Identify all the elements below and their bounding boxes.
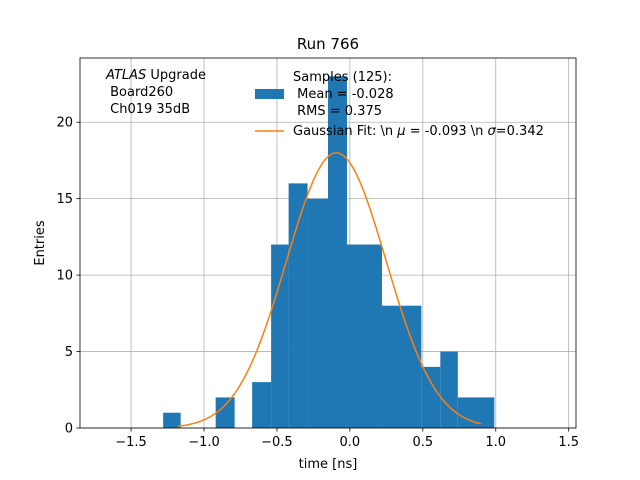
histogram-bar-8 [307,198,328,428]
histogram-bar-5 [252,382,272,428]
legend-fit-mu: μ [396,124,405,139]
histogram-bar-0 [163,412,181,428]
x-axis-ticks: −1.5 −1.0 −0.5 0.0 0.5 1.0 1.5 [115,428,579,450]
chart-title: Run 766 [297,35,359,53]
histogram-bar-11 [381,305,422,428]
legend-hist-swatch [255,89,284,99]
annotation-board: Board260 [106,85,173,100]
y-tick-label-3: 15 [56,192,73,207]
x-tick-label-4: 0.5 [412,435,433,450]
y-tick-label-2: 10 [56,269,73,284]
y-tick-label-0: 0 [65,422,73,437]
y-tick-label-1: 5 [65,345,73,360]
x-tick-label-5: 1.0 [485,435,506,450]
gaussian-fit-curve [177,152,482,427]
legend-fit-sigma: σ [488,124,497,139]
histogram-bar-9 [328,76,347,428]
legend-hist-label-line-3: RMS = 0.375 [293,104,382,119]
x-tick-label-2: −0.5 [261,435,293,450]
annotation-channel: Ch019 35dB [106,102,190,117]
plot-frame [79,57,577,429]
atlas-annotation: ATLAS Upgrade Board260 Ch019 35dB [105,68,206,117]
legend-fit-prefix: Gaussian Fit: \n [293,124,397,139]
legend-fit-suffix: =0.342 [496,124,544,139]
annotation-atlas: ATLAS [105,68,146,83]
annotation-line-1: ATLAS Upgrade [105,68,206,83]
histogram-bar-12 [421,366,441,428]
y-axis-ticks: 0 5 10 15 20 [56,116,80,437]
x-tick-label-6: 1.5 [558,435,579,450]
legend-fit-label: Gaussian Fit: \n μ = -0.093 \n σ=0.342 [293,124,544,139]
legend-hist-label-line-1: Samples (125): [293,70,392,85]
x-tick-label-0: −1.5 [115,435,147,450]
histogram-bar-14 [457,397,495,428]
legend-fit-mid: = -0.093 \n [406,124,488,139]
legend-hist-label-line-2: Mean = -0.028 [293,87,394,102]
histogram-bar-7 [288,183,308,428]
legend: Samples (125): Mean = -0.028 RMS = 0.375… [255,70,544,139]
y-tick-label-4: 20 [56,116,73,131]
x-tick-label-1: −1.0 [188,435,220,450]
x-tick-label-3: 0.0 [340,435,361,450]
histogram-bar-3 [215,397,235,428]
annotation-upgrade: Upgrade [146,68,206,83]
histogram-bar-13 [440,351,458,428]
x-axis-label: time [ns] [299,457,358,472]
histogram-bar-10 [346,244,382,428]
histogram-bar-6 [271,244,289,428]
y-axis-label: Entries [33,220,48,266]
